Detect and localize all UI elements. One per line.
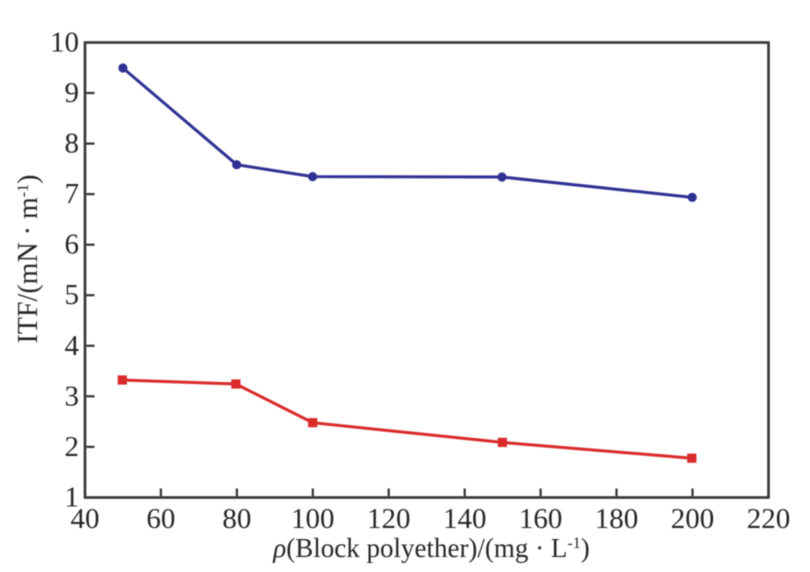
svg-text:140: 140	[443, 503, 487, 535]
svg-text:5: 5	[65, 279, 80, 311]
svg-text:2: 2	[65, 431, 80, 463]
svg-text:60: 60	[146, 503, 175, 535]
svg-text:1: 1	[65, 482, 80, 514]
svg-text:220: 220	[747, 503, 791, 535]
svg-text:40: 40	[71, 503, 100, 535]
svg-text:ρ(Block polyether)/(mg · L-1): ρ(Block polyether)/(mg · L-1)	[272, 533, 589, 563]
svg-text:120: 120	[367, 503, 411, 535]
svg-text:3: 3	[65, 380, 80, 412]
svg-text:7: 7	[65, 178, 80, 210]
svg-text:6: 6	[65, 229, 80, 261]
svg-text:9: 9	[65, 77, 80, 109]
svg-text:100: 100	[291, 503, 335, 535]
svg-text:4: 4	[65, 330, 80, 362]
svg-text:10: 10	[50, 27, 79, 59]
svg-text:ITF/(mN · m-1): ITF/(mN · m-1)	[13, 175, 44, 344]
svg-text:160: 160	[519, 503, 563, 535]
svg-text:200: 200	[671, 503, 715, 535]
svg-text:180: 180	[595, 503, 639, 535]
svg-text:80: 80	[222, 503, 251, 535]
svg-text:8: 8	[65, 128, 80, 160]
